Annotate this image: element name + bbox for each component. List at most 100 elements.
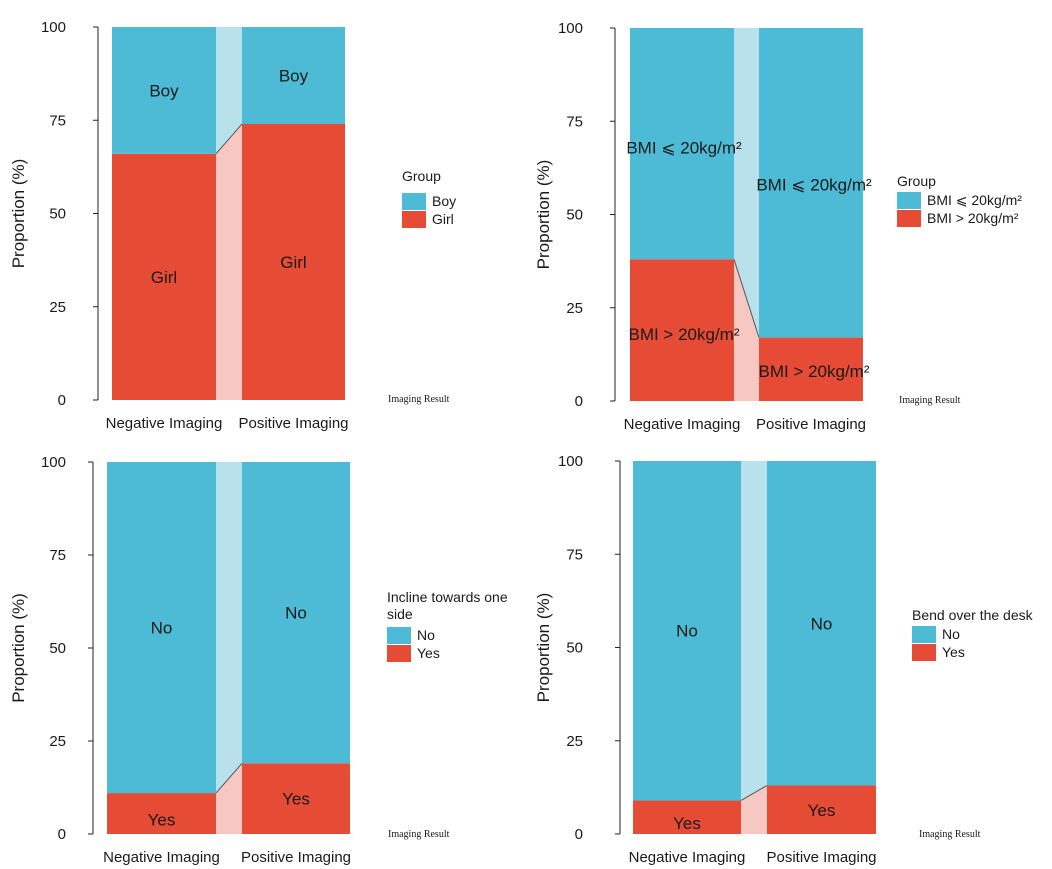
- connector-divider: [215, 123, 243, 155]
- connector-bottom-band: [216, 123, 242, 400]
- x-category-label-positive: Positive Imaging: [238, 415, 348, 432]
- bar-positive-yes: [767, 785, 876, 834]
- y-tick-label: 75: [49, 547, 66, 564]
- segment-label-positive-bottom: Girl: [280, 253, 306, 272]
- legend: Bend over the desk No Yes: [912, 607, 1034, 661]
- y-axis-title: Proportion (%): [9, 593, 28, 703]
- y-tick-label: 0: [575, 826, 583, 843]
- connector-bottom-band: [734, 259, 759, 401]
- segment-label-positive-top: No: [285, 604, 307, 623]
- y-tick-label: 25: [49, 299, 66, 316]
- legend-swatch-top: [402, 193, 426, 210]
- segment-label-positive-bottom: Yes: [282, 790, 310, 809]
- segment-label-negative-top: BMI ⩽ 20kg/m²: [626, 138, 742, 157]
- connector-divider: [740, 785, 768, 801]
- y-tick-label: 100: [41, 19, 66, 36]
- legend-title: Group: [897, 173, 936, 189]
- legend-swatch-bottom: [387, 645, 411, 662]
- connector-top-band: [741, 461, 767, 801]
- x-category-label-positive: Positive Imaging: [756, 416, 866, 433]
- y-tick-label: 100: [558, 453, 583, 470]
- y-axis-title: Proportion (%): [9, 159, 28, 269]
- legend-swatch-bottom: [912, 644, 936, 661]
- y-tick-label: 100: [558, 20, 583, 37]
- bar-positive-no: [767, 461, 876, 786]
- x-axis-title: Imaging Result: [919, 829, 981, 840]
- legend-title: Incline towards one: [387, 589, 508, 605]
- connector-top-band: [216, 462, 242, 794]
- segment-label-negative-bottom: Girl: [151, 268, 177, 287]
- x-category-label-negative: Negative Imaging: [106, 415, 223, 432]
- legend-entry-1: No: [942, 626, 960, 642]
- connector-divider: [215, 762, 243, 794]
- segment-label-positive-bottom: Yes: [808, 801, 836, 820]
- bar-positive-bmi-20kg-m-: [759, 28, 863, 338]
- bar-positive-girl: [242, 123, 345, 400]
- y-tick-label: 50: [566, 207, 583, 224]
- segment-label-positive-top: BMI ⩽ 20kg/m²: [756, 176, 872, 195]
- legend: Group Boy Girl: [402, 168, 456, 228]
- x-category-label-negative: Negative Imaging: [624, 416, 741, 433]
- y-tick-label: 50: [49, 206, 66, 223]
- chart-panel-2: BMI > 20kg/m² BMI ⩽ 20kg/m² BMI > 20kg/m² B…: [534, 20, 1022, 433]
- legend-title: Bend over the desk: [912, 607, 1034, 623]
- y-tick-label: 0: [58, 392, 66, 409]
- x-axis-title: Imaging Result: [388, 829, 450, 840]
- x-category-label-negative: Negative Imaging: [103, 849, 220, 866]
- legend-entry-1: No: [417, 627, 435, 643]
- connector-top-band: [734, 28, 759, 338]
- bar-negative-bmi-20kg-m-: [630, 259, 734, 401]
- y-tick-label: 25: [566, 300, 583, 317]
- y-tick-label: 0: [575, 393, 583, 410]
- bar-positive-no: [242, 462, 350, 764]
- segment-label-negative-bottom: BMI > 20kg/m²: [628, 325, 739, 344]
- legend-swatch-bottom: [402, 211, 426, 228]
- legend-entry-2: Yes: [942, 644, 965, 660]
- chart-panel-3: Yes No Yes No 0 25 50 75 100 Proportion (%) Negati…: [9, 454, 508, 866]
- legend: Group BMI ⩽ 20kg/m² BMI > 20kg/m²: [897, 173, 1022, 227]
- y-tick-label: 50: [49, 640, 66, 657]
- segment-label-negative-bottom: Yes: [148, 811, 176, 830]
- chart-panel-4: Yes No Yes No 0 25 50 75 100 Proportion (%) Negati…: [534, 453, 1034, 866]
- legend-swatch-top: [897, 192, 921, 209]
- x-axis-title: Imaging Result: [388, 394, 450, 405]
- bar-negative-yes: [633, 800, 741, 834]
- bar-negative-no: [107, 462, 216, 794]
- segment-label-positive-top: Boy: [279, 66, 309, 85]
- y-tick-label: 100: [41, 454, 66, 471]
- y-tick-label: 25: [49, 733, 66, 750]
- y-tick-label: 75: [49, 112, 66, 129]
- segment-label-negative-top: Boy: [149, 81, 179, 100]
- legend-entry-2: Yes: [417, 645, 440, 661]
- y-axis-title: Proportion (%): [534, 593, 553, 703]
- bar-negative-no: [633, 461, 741, 801]
- legend-title: side: [387, 606, 413, 622]
- legend-swatch-top: [912, 626, 936, 643]
- segment-label-negative-top: No: [676, 622, 698, 641]
- segment-label-negative-top: No: [151, 619, 173, 638]
- y-axis-title: Proportion (%): [534, 160, 553, 270]
- bar-positive-boy: [242, 27, 345, 124]
- y-tick-label: 0: [58, 826, 66, 843]
- bar-negative-yes: [107, 793, 216, 834]
- y-tick-label: 75: [566, 113, 583, 130]
- legend-entry-1: Boy: [432, 193, 456, 209]
- legend-swatch-top: [387, 627, 411, 644]
- bar-negative-boy: [112, 27, 216, 154]
- bar-positive-bmi-20kg-m-: [759, 337, 863, 401]
- connector-top-band: [216, 27, 242, 154]
- x-category-label-positive: Positive Imaging: [766, 849, 876, 866]
- legend-swatch-bottom: [897, 210, 921, 227]
- x-axis-title: Imaging Result: [899, 395, 961, 406]
- y-tick-label: 75: [566, 546, 583, 563]
- segment-label-positive-bottom: BMI > 20kg/m²: [758, 362, 869, 381]
- bar-negative-girl: [112, 153, 216, 400]
- chart-panel-1: Girl Boy Girl Boy 0 25 50 75 100 Proportion (%) Ne…: [9, 19, 456, 432]
- segment-label-negative-bottom: Yes: [673, 814, 701, 833]
- connector-bottom-band: [741, 785, 767, 834]
- y-tick-label: 50: [566, 640, 583, 657]
- legend-title: Group: [402, 168, 441, 184]
- x-category-label-negative: Negative Imaging: [629, 849, 746, 866]
